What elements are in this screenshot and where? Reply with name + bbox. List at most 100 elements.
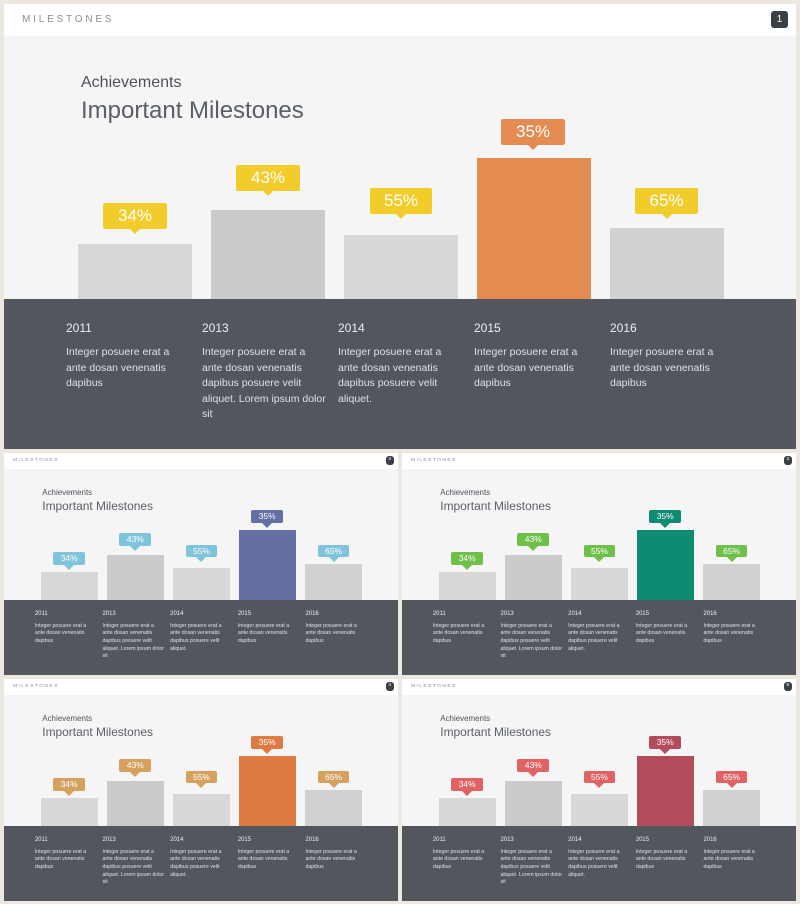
percent-label: 65%: [635, 188, 698, 219]
timeline-panel: 2011 Integer posuere erat a ante dosan ve…: [4, 299, 796, 449]
percent-label: 43%: [119, 759, 152, 777]
milestone-description: Integer posuere erat a ante dosan venena…: [237, 622, 290, 645]
percent-label: 43%: [517, 759, 550, 777]
subtitle: Achievements: [42, 713, 93, 723]
slide-header: MILESTONES 5: [402, 679, 796, 695]
bar-2014: [571, 793, 628, 826]
bar-2016: [305, 790, 363, 826]
bar-2013: [504, 555, 562, 600]
page-title: Important Milestones: [42, 725, 153, 740]
page-number-badge: 4: [385, 682, 395, 691]
year-label: 2014: [170, 610, 184, 617]
bar-2011: [78, 244, 192, 299]
percent-label: 35%: [649, 510, 682, 529]
slide-3: MILESTONES 3 Achievements Important Milesto…: [402, 453, 796, 675]
milestone-description: Integer posuere erat a ante dosan venena…: [432, 622, 485, 645]
milestone-description: Integer posuere erat a ante dosan venena…: [568, 848, 620, 878]
slide-2: MILESTONES 2 Achievements Important Milesto…: [4, 453, 398, 675]
timeline-panel: 2011 Integer posuere erat a ante dosan ve…: [4, 599, 398, 675]
milestone-description: Integer posuere erat a ante dosan venena…: [568, 622, 620, 652]
page-number-badge: 1: [771, 11, 788, 28]
year-label: 2014: [170, 836, 184, 843]
year-label: 2014: [568, 836, 582, 843]
bar-2013: [211, 210, 325, 299]
year-label: 2013: [500, 836, 514, 843]
percent-label: 43%: [236, 165, 300, 196]
milestone-description: Integer posuere erat a ante dosan venena…: [102, 622, 165, 660]
percent-label: 35%: [251, 736, 284, 755]
year-label: 2016: [703, 836, 717, 843]
percent-label: 55%: [186, 770, 217, 789]
subtitle: Achievements: [42, 487, 93, 497]
bar-2016: [703, 564, 761, 600]
header-title: MILESTONES: [410, 457, 457, 463]
bar-2014: [173, 567, 230, 600]
bar-2015: [477, 158, 591, 299]
subtitle: Achievements: [81, 74, 182, 91]
year-label: 2016: [703, 610, 717, 617]
page-number-badge: 3: [783, 456, 793, 465]
percent-label: 43%: [517, 533, 550, 551]
slide-header: MILESTONES 2: [4, 453, 398, 469]
bar-2016: [305, 564, 363, 600]
milestone-description: Integer posuere erat a ante dosan venena…: [202, 346, 326, 420]
percent-label: 65%: [317, 770, 350, 789]
year-label: 2011: [34, 836, 48, 843]
milestone-description: Integer posuere erat a ante dosan venena…: [474, 346, 578, 389]
percent-label: 65%: [317, 544, 350, 563]
bar-2011: [438, 798, 496, 826]
bar-2015: [637, 755, 694, 826]
year-label: 2015: [474, 321, 501, 335]
milestone-description: Integer posuere erat a ante dosan venena…: [338, 346, 442, 405]
percent-label: 35%: [251, 510, 284, 529]
milestone-description: Integer posuere erat a ante dosan venena…: [432, 848, 485, 871]
year-label: 2015: [635, 836, 650, 843]
milestone-description: Integer posuere erat a ante dosan venena…: [305, 848, 357, 871]
percent-label: 65%: [715, 544, 748, 563]
percent-label: 34%: [103, 203, 167, 234]
page-title: Important Milestones: [81, 97, 304, 124]
slide-5: MILESTONES 5 Achievements Important Milesto…: [402, 679, 796, 901]
percent-label: 34%: [53, 551, 86, 570]
percent-label: 43%: [119, 533, 152, 551]
milestone-description: Integer posuere erat a ante dosan venena…: [34, 622, 87, 645]
bar-2013: [106, 781, 164, 826]
year-label: 2016: [610, 321, 637, 335]
milestone-description: Integer posuere erat a ante dosan venena…: [610, 346, 714, 389]
milestone-description: Integer posuere erat a ante dosan venena…: [500, 848, 563, 886]
year-label: 2015: [237, 610, 252, 617]
bar-2013: [106, 555, 164, 600]
milestone-description: Integer posuere erat a ante dosan venena…: [66, 346, 170, 389]
percent-label: 55%: [584, 770, 615, 789]
page-title: Important Milestones: [42, 499, 153, 514]
percent-label: 34%: [451, 777, 484, 796]
year-label: 2014: [338, 321, 365, 335]
bar-2011: [40, 572, 98, 600]
year-label: 2013: [500, 610, 514, 617]
percent-label: 34%: [53, 777, 86, 796]
percent-label: 34%: [451, 551, 484, 570]
milestone-description: Integer posuere erat a ante dosan venena…: [500, 622, 563, 660]
year-label: 2013: [102, 836, 116, 843]
bar-2016: [610, 228, 724, 299]
milestone-description: Integer posuere erat a ante dosan venena…: [703, 622, 755, 645]
slide-header: MILESTONES 3: [402, 453, 796, 469]
slide-4: MILESTONES 4 Achievements Important Milesto…: [4, 679, 398, 901]
bar-2015: [239, 755, 296, 826]
subtitle: Achievements: [440, 487, 491, 497]
year-label: 2015: [237, 836, 252, 843]
year-label: 2011: [34, 610, 48, 617]
percent-label: 55%: [584, 544, 615, 563]
page-number-badge: 2: [385, 456, 395, 465]
year-label: 2016: [305, 610, 319, 617]
year-label: 2016: [305, 836, 319, 843]
slide-1: MILESTONES 1 Achievements Important Milesto…: [4, 4, 796, 449]
percent-label: 35%: [649, 736, 682, 755]
year-label: 2013: [202, 321, 229, 335]
milestone-description: Integer posuere erat a ante dosan venena…: [635, 622, 688, 645]
milestone-description: Integer posuere erat a ante dosan venena…: [102, 848, 165, 886]
page-title: Important Milestones: [440, 725, 551, 740]
bar-2016: [703, 790, 761, 826]
milestone-description: Integer posuere erat a ante dosan venena…: [34, 848, 87, 871]
percent-label: 55%: [370, 188, 432, 219]
